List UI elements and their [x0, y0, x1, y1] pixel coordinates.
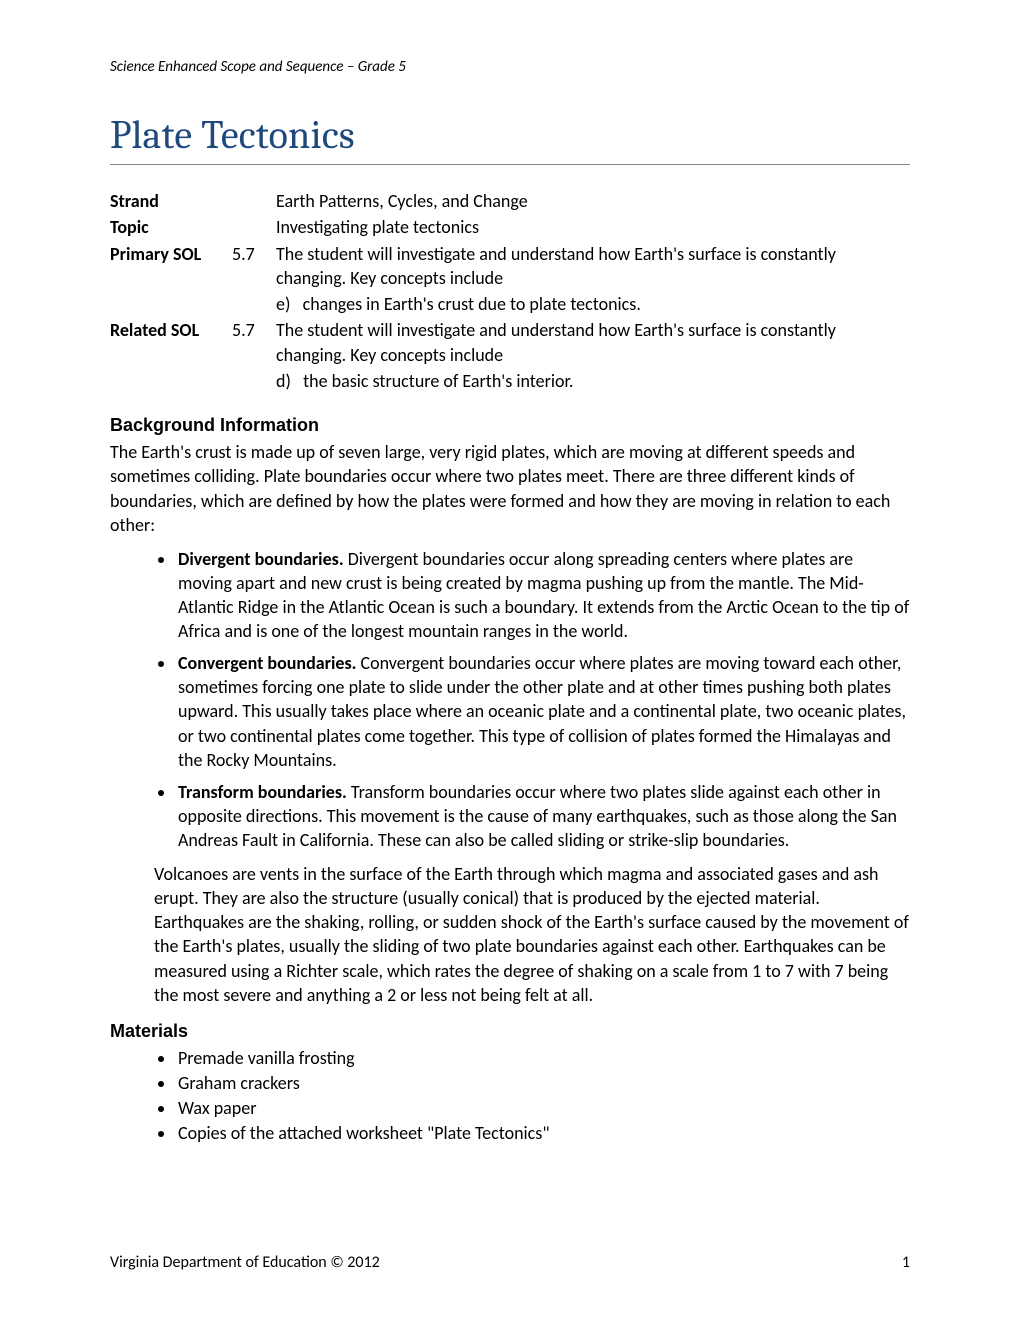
- meta-row-related: Related SOL 5.7 The student will investi…: [110, 318, 910, 369]
- related-sol-item: d) the basic structure of Earth's interi…: [276, 369, 910, 395]
- topic-label: Topic: [110, 215, 232, 241]
- topic-value: Investigating plate tectonics: [276, 215, 910, 241]
- list-item: Transform boundaries. Transform boundari…: [176, 780, 910, 852]
- list-item: Divergent boundaries. Divergent boundari…: [176, 547, 910, 643]
- strand-num: [232, 189, 276, 215]
- page: Science Enhanced Scope and Sequence – Gr…: [0, 0, 1020, 1320]
- related-item-text: the basic structure of Earth's interior.: [303, 370, 573, 392]
- title-rule: [110, 164, 910, 165]
- list-item: Premade vanilla frosting: [176, 1046, 910, 1070]
- bullet-lead: Transform boundaries.: [178, 781, 347, 803]
- list-item: Convergent boundaries. Convergent bounda…: [176, 651, 910, 772]
- footer-left: Virginia Department of Education © 2012: [110, 1253, 380, 1272]
- list-item: Copies of the attached worksheet "Plate …: [176, 1121, 910, 1145]
- materials-list: Premade vanilla frosting Graham crackers…: [110, 1046, 910, 1145]
- strand-label: Strand: [110, 189, 232, 215]
- footer-page-number: 1: [902, 1253, 910, 1272]
- meta-row-topic: Topic Investigating plate tectonics: [110, 215, 910, 241]
- primary-sol-label: Primary SOL: [110, 242, 232, 293]
- primary-sol-text: The student will investigate and underst…: [276, 242, 910, 293]
- page-footer: Virginia Department of Education © 2012 …: [110, 1253, 910, 1272]
- related-sol-text: The student will investigate and underst…: [276, 318, 910, 369]
- bullet-lead: Divergent boundaries.: [178, 548, 344, 570]
- topic-num: [232, 215, 276, 241]
- list-item: Wax paper: [176, 1096, 910, 1120]
- related-sol-num: 5.7: [232, 318, 276, 369]
- related-sol-label: Related SOL: [110, 318, 232, 369]
- document-title: Plate Tectonics: [110, 112, 910, 158]
- background-heading: Background Information: [110, 415, 910, 436]
- meta-table: Strand Earth Patterns, Cycles, and Chang…: [110, 189, 910, 395]
- background-followup: Volcanoes are vents in the surface of th…: [154, 862, 910, 1007]
- boundary-list: Divergent boundaries. Divergent boundari…: [110, 547, 910, 852]
- running-head: Science Enhanced Scope and Sequence – Gr…: [110, 58, 910, 76]
- related-item-letter: d): [276, 370, 291, 392]
- meta-row-strand: Strand Earth Patterns, Cycles, and Chang…: [110, 189, 910, 215]
- primary-sol-item: e) changes in Earth's crust due to plate…: [276, 292, 910, 318]
- primary-item-text: changes in Earth's crust due to plate te…: [303, 293, 641, 315]
- materials-heading: Materials: [110, 1021, 910, 1042]
- meta-row-related-item: d) the basic structure of Earth's interi…: [110, 369, 910, 395]
- list-item: Graham crackers: [176, 1071, 910, 1095]
- meta-row-primary: Primary SOL 5.7 The student will investi…: [110, 242, 910, 293]
- strand-value: Earth Patterns, Cycles, and Change: [276, 189, 910, 215]
- background-intro: The Earth's crust is made up of seven la…: [110, 440, 910, 536]
- meta-row-primary-item: e) changes in Earth's crust due to plate…: [110, 292, 910, 318]
- primary-sol-num: 5.7: [232, 242, 276, 293]
- bullet-lead: Convergent boundaries.: [178, 652, 356, 674]
- primary-item-letter: e): [276, 293, 290, 315]
